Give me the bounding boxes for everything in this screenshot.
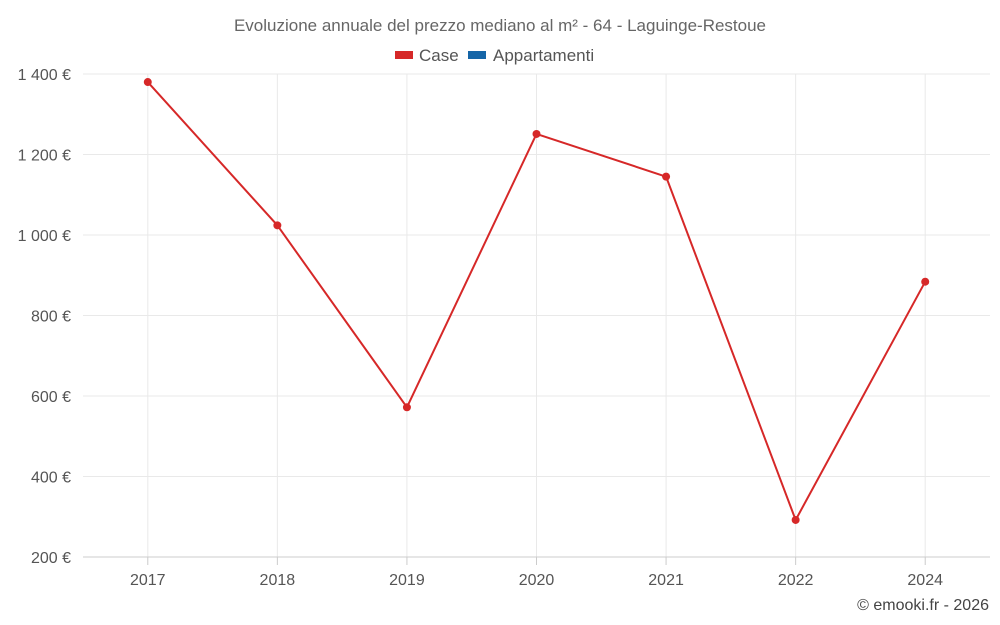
- x-tick-label: 2022: [778, 572, 814, 589]
- series-case: [143, 78, 930, 524]
- data-point-2024[interactable]: [921, 277, 930, 286]
- y-tick-label: 800 €: [31, 309, 71, 326]
- axes: 1 400 € 1 200 € 1 000 € 800 € 600 € 400 € 200 …: [18, 67, 990, 589]
- x-tick-label: 2021: [648, 572, 684, 589]
- legend-swatch-appartamenti: [468, 51, 486, 59]
- x-tick-label: 2017: [130, 572, 166, 589]
- y-tick-label: 600 €: [31, 389, 71, 406]
- data-point-2020[interactable]: [532, 129, 541, 138]
- x-tick-label: 2020: [519, 572, 555, 589]
- data-point-2017[interactable]: [143, 78, 152, 87]
- y-tick-label: 400 €: [31, 470, 71, 487]
- data-point-2018[interactable]: [273, 221, 282, 230]
- legend-item-case[interactable]: Case: [395, 46, 459, 65]
- data-point-2019[interactable]: [402, 403, 411, 412]
- data-point-2021[interactable]: [662, 172, 671, 181]
- chart-title: Evoluzione annuale del prezzo mediano al…: [234, 16, 766, 35]
- y-tick-label: 1 000 €: [18, 228, 71, 245]
- y-tick-label: 200 €: [31, 550, 71, 567]
- x-tick-label: 2018: [260, 572, 296, 589]
- data-point-2022[interactable]: [791, 515, 800, 524]
- x-tick-label: 2019: [389, 572, 425, 589]
- legend-label-appartamenti: Appartamenti: [493, 46, 594, 65]
- legend-item-appartamenti[interactable]: Appartamenti: [468, 46, 594, 65]
- x-tick-label: 2024: [907, 572, 943, 589]
- legend-swatch-case: [395, 51, 413, 59]
- y-tick-label: 1 200 €: [18, 148, 71, 165]
- grid: [83, 73, 990, 557]
- legend: Case Appartamenti: [395, 46, 594, 65]
- credit-text: © emooki.fr - 2026: [857, 597, 989, 614]
- legend-label-case: Case: [419, 46, 459, 65]
- y-tick-label: 1 400 €: [18, 67, 71, 84]
